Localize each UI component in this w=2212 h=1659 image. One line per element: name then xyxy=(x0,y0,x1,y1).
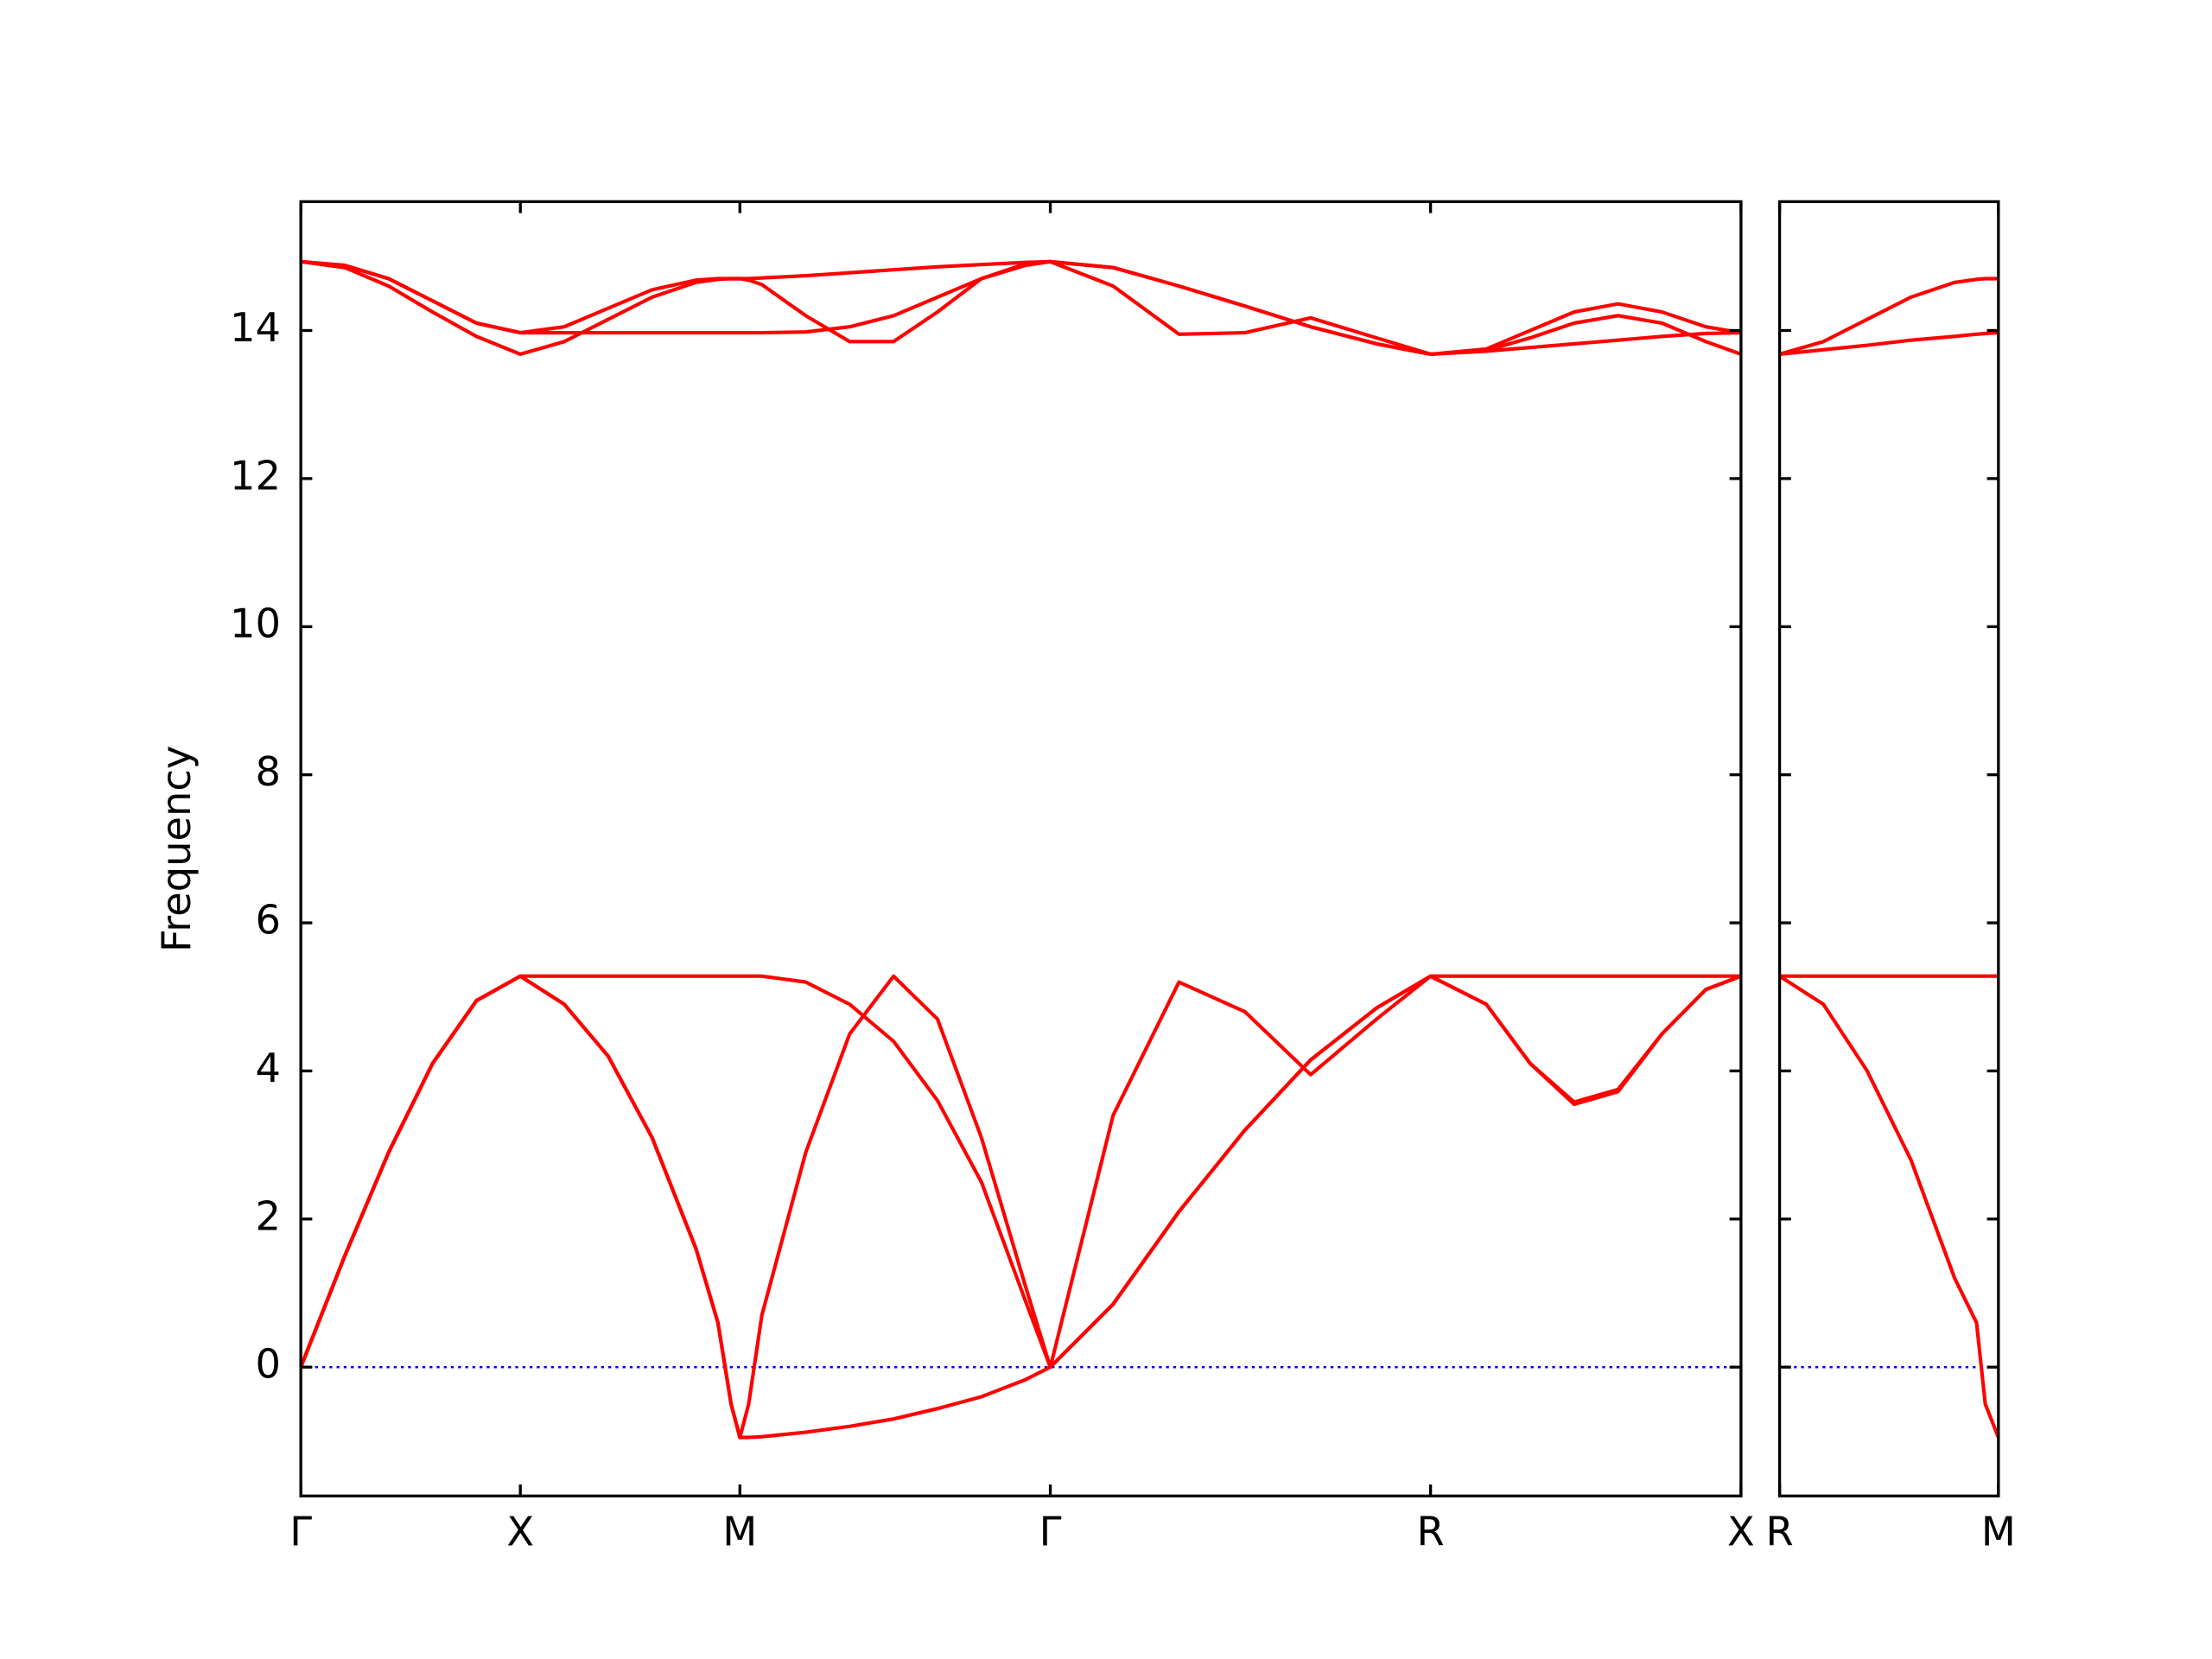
x-tick-label: M xyxy=(722,1508,757,1554)
y-tick-label: 12 xyxy=(230,452,281,499)
band-line xyxy=(300,259,1742,356)
y-tick-label: 10 xyxy=(230,601,281,647)
band-line xyxy=(299,974,1741,1370)
y-tick-label: 0 xyxy=(255,1341,280,1388)
band-line xyxy=(1779,276,1999,356)
x-tick-label: R xyxy=(1765,1508,1793,1554)
y-tick-label: 8 xyxy=(255,748,280,795)
x-tick-label: Γ xyxy=(289,1508,312,1554)
y-axis-label: Frequency xyxy=(153,746,200,952)
y-tick-label: 2 xyxy=(255,1192,280,1239)
band-line xyxy=(1778,974,2000,1439)
band-line xyxy=(299,974,1742,1440)
x-tick-label: M xyxy=(1981,1508,2016,1554)
band-line xyxy=(300,259,1741,356)
x-tick-label: R xyxy=(1417,1508,1445,1554)
x-tick-label: X xyxy=(1727,1508,1755,1554)
x-tick-label: X xyxy=(506,1508,534,1554)
y-tick-label: 4 xyxy=(255,1045,280,1091)
plot-frame xyxy=(299,200,1743,1497)
plot-frame xyxy=(1777,200,2000,1497)
y-tick-label: 14 xyxy=(230,304,281,351)
band-line xyxy=(1779,330,1999,356)
band-line xyxy=(299,974,1742,1440)
y-tick-label: 6 xyxy=(255,897,280,944)
band-line xyxy=(300,259,1742,356)
x-tick-label: Γ xyxy=(1039,1508,1062,1554)
